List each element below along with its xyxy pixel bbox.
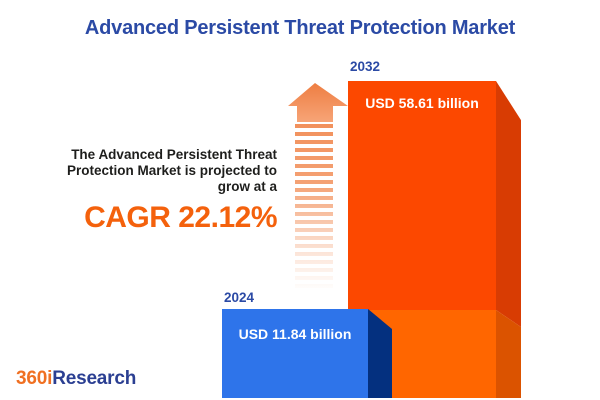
growth-arrow-stripes-icon — [295, 124, 333, 292]
bar-2024-front — [222, 309, 368, 398]
logo-research: Research — [52, 368, 137, 389]
bar-2032-front — [348, 81, 496, 310]
cagr-text: CAGR 22.12% — [84, 201, 277, 234]
page-title: Advanced Persistent Threat Protection Ma… — [84, 17, 516, 39]
growth-arrow-icon — [288, 83, 348, 122]
annotation-text: The Advanced Persistent Threat Protectio… — [66, 147, 277, 194]
brand-logo: 360iResearch — [16, 368, 136, 390]
bar-2032-base-side — [496, 310, 521, 398]
bar-2032-year-label: 2032 — [350, 59, 381, 74]
bar-2032-value-label: USD 58.61 billion — [365, 95, 479, 111]
annotation-block: The Advanced Persistent Threat Protectio… — [0, 147, 278, 235]
logo-360i: 360i — [16, 368, 53, 389]
bar-2024-year-label: 2024 — [224, 290, 255, 305]
bar-2024-value-label: USD 11.84 billion — [238, 326, 352, 342]
bar-2032-side — [496, 81, 521, 327]
